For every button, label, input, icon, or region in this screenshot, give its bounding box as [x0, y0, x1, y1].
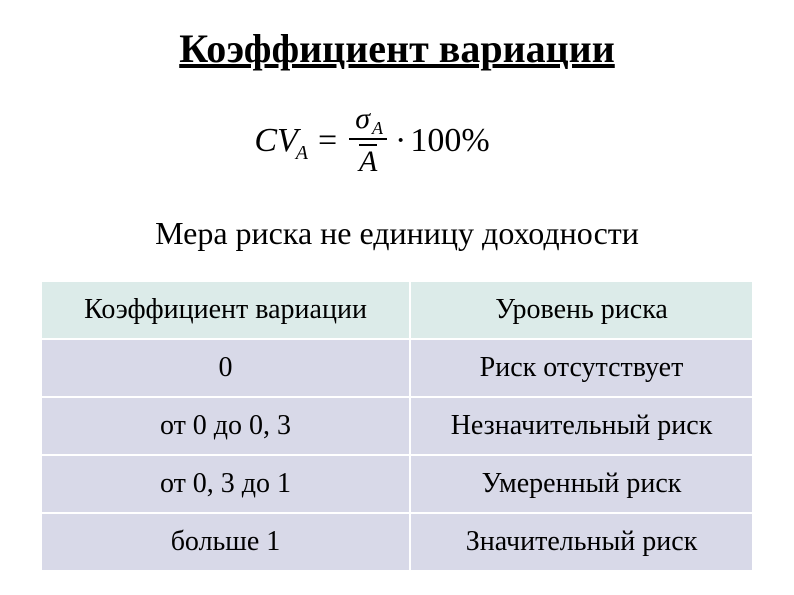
multiply-dot: ·: [395, 122, 406, 160]
subtitle: Мера риска не единицу доходности: [40, 215, 754, 252]
page-title: Коэффициент вариации: [40, 25, 754, 72]
table-header-row: Коэффициент вариации Уровень риска: [41, 281, 753, 339]
overline: [359, 144, 377, 146]
risk-table: Коэффициент вариации Уровень риска 0 Рис…: [40, 280, 754, 572]
sigma-symbol: σ: [355, 102, 370, 136]
cv-label: CV: [254, 122, 297, 160]
table-header-col2: Уровень риска: [410, 281, 753, 339]
table-row: 0 Риск отсутствует: [41, 339, 753, 397]
table-cell: от 0, 3 до 1: [41, 455, 410, 513]
table-row: больше 1 Значительный риск: [41, 513, 753, 571]
table-cell: Незначительный риск: [410, 397, 753, 455]
fraction-numerator: σ A: [349, 102, 387, 138]
formula-content: CV A = σ A A · 100%: [254, 102, 489, 180]
table-row: от 0 до 0, 3 Незначительный риск: [41, 397, 753, 455]
table-row: от 0, 3 до 1 Умеренный риск: [41, 455, 753, 513]
table-cell: больше 1: [41, 513, 410, 571]
table-cell: Значительный риск: [410, 513, 753, 571]
fraction: σ A A: [349, 102, 387, 180]
cv-variable: CV A: [254, 122, 310, 160]
table-header-col1: Коэффициент вариации: [41, 281, 410, 339]
denominator-a: A: [359, 145, 377, 178]
cv-subscript: A: [296, 142, 308, 165]
table-cell: Риск отсутствует: [410, 339, 753, 397]
table-cell: Умеренный риск: [410, 455, 753, 513]
formula-block: CV A = σ A A · 100%: [0, 102, 754, 180]
equals-sign: =: [318, 122, 337, 160]
table-cell: 0: [41, 339, 410, 397]
sigma-subscript: A: [372, 118, 383, 139]
fraction-denominator: A: [353, 140, 383, 180]
hundred-percent: 100%: [410, 122, 489, 160]
table-cell: от 0 до 0, 3: [41, 397, 410, 455]
